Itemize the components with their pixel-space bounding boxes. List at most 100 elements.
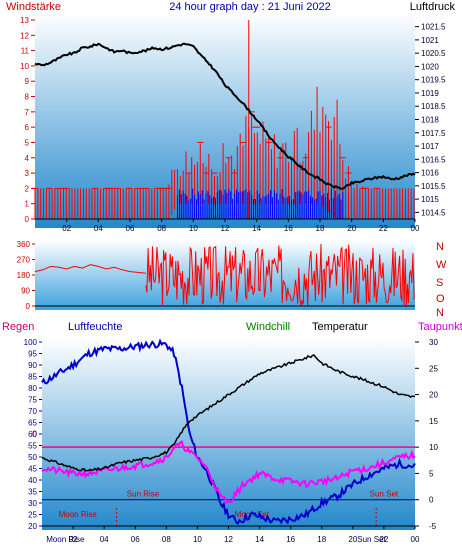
rain-zero-label: 0 [32, 429, 37, 439]
compass-label: S [436, 277, 443, 289]
wind-tick-label: 7 [25, 108, 30, 117]
humidity-tick-label: 75 [28, 396, 37, 405]
moon-rise-label: Moon Rise [59, 510, 98, 519]
humidity-tick-label: 100 [24, 338, 38, 347]
humidity-tick-label: 30 [28, 499, 37, 508]
climate-x-tick-label: 18 [317, 535, 326, 544]
wind-tick-label: 1 [25, 200, 30, 209]
temperature-tick-label: 30 [429, 338, 438, 347]
x-tick-label: 22 [379, 224, 388, 233]
temperature-tick-label: 10 [429, 443, 438, 452]
climate-x-tick-label: 12 [224, 535, 233, 544]
legend-dewpoint: Taupunkt [418, 321, 462, 333]
pressure-tick-label: 1019 [421, 89, 439, 98]
direction-tick-label: 360 [17, 240, 31, 249]
humidity-tick-label: 90 [28, 361, 37, 370]
climate-chart: 1009590858075706560555045403530252030252… [24, 338, 439, 544]
compass-label: N [436, 241, 444, 253]
legend-humidity: Luftfeuchte [68, 321, 122, 333]
header-center-title: 24 hour graph day : 21 Juni 2022 [169, 1, 330, 13]
compass-label: N [436, 307, 444, 319]
direction-tick-label: 0 [26, 302, 31, 311]
climate-x-tick-label: 10 [193, 535, 202, 544]
header-left-title: Windstärke [6, 1, 61, 13]
sun-set-label: Sun Set [370, 490, 399, 499]
climate-x-tick-label: 08 [162, 535, 171, 544]
climate-x-tick-label: 22 [379, 535, 388, 544]
humidity-tick-label: 70 [28, 407, 37, 416]
pressure-tick-label: 1014.5 [421, 208, 446, 217]
pressure-tick-label: 1019.5 [421, 76, 446, 85]
temperature-tick-label: 15 [429, 417, 438, 426]
humidity-tick-label: 20 [28, 522, 37, 531]
humidity-tick-label: 50 [28, 453, 37, 462]
x-tick-label: 06 [126, 224, 135, 233]
x-tick-label: 18 [316, 224, 325, 233]
dewpoint-line [41, 440, 416, 505]
compass-label: O [436, 293, 445, 305]
humidity-tick-label: 65 [28, 419, 37, 428]
temperature-tick-label: 5 [429, 469, 434, 478]
x-tick-label: 00 [411, 224, 420, 233]
x-tick-label: 04 [94, 224, 103, 233]
wind-tick-label: 2 [25, 184, 30, 193]
humidity-tick-label: 60 [28, 430, 37, 439]
wind-tick-label: 11 [21, 47, 30, 56]
pressure-tick-label: 1018.5 [421, 102, 446, 111]
humidity-tick-label: 85 [28, 373, 37, 382]
humidity-line [41, 338, 416, 525]
wind-direction-line [34, 264, 146, 274]
wind-pressure-chart: 1312111098765432101021.510211020.5102010… [20, 16, 446, 233]
temperature-line [41, 354, 416, 472]
climate-x-tick-label: 00 [411, 535, 420, 544]
pressure-tick-label: 1020 [421, 62, 439, 71]
wind-tick-label: 12 [20, 31, 29, 40]
pressure-tick-label: 1021.5 [421, 23, 446, 32]
legend-temperature: Temperatur [312, 321, 368, 333]
moon-set-label: Moon Set [235, 510, 270, 519]
pressure-tick-label: 1017 [421, 142, 439, 151]
wind-tick-label: 3 [25, 169, 30, 178]
x-tick-label: 14 [252, 224, 261, 233]
pressure-line [34, 42, 416, 190]
compass-label: W [436, 259, 447, 271]
x-tick-label: 08 [157, 224, 166, 233]
header-right-title: Luftdruck [410, 1, 456, 13]
humidity-tick-label: 80 [28, 384, 37, 393]
pressure-tick-label: 1016.5 [421, 155, 446, 164]
climate-x-tick-label: 14 [255, 535, 264, 544]
temperature-tick-label: 20 [429, 391, 438, 400]
x-tick-label: 02 [62, 224, 71, 233]
sun-set-bottom-label: Sun Set [357, 535, 386, 544]
legend-windchill: Windchill [246, 321, 290, 333]
climate-x-tick-label: 16 [286, 535, 295, 544]
temperature-tick-label: 25 [429, 364, 438, 373]
climate-x-tick-label: 04 [100, 535, 109, 544]
pressure-tick-label: 1021 [421, 36, 439, 45]
climate-x-tick-label: 06 [131, 535, 140, 544]
wind-direction-variable-line [145, 243, 415, 306]
moon-rise-bottom-label: Moon Rise [46, 535, 85, 544]
climate-panel [42, 338, 415, 530]
legend-rain: Regen [2, 321, 34, 333]
humidity-tick-label: 55 [28, 442, 37, 451]
climate-x-tick-label: 20 [348, 535, 357, 544]
climate-x-tick-label: 02 [69, 535, 78, 544]
temperature-tick-label: 0 [429, 496, 434, 505]
direction-tick-label: 270 [17, 256, 31, 265]
pressure-tick-label: 1018 [421, 116, 439, 125]
wind-tick-label: 8 [25, 93, 30, 102]
wind-tick-label: 0 [25, 215, 30, 224]
wind-tick-label: 5 [25, 138, 30, 147]
pressure-tick-label: 1016 [421, 169, 439, 178]
humidity-tick-label: 35 [28, 488, 37, 497]
pressure-tick-label: 1015.5 [421, 182, 446, 191]
wind-tick-label: 4 [25, 154, 30, 163]
x-tick-label: 10 [189, 224, 198, 233]
wind-tick-label: 10 [20, 62, 29, 71]
wind-tick-label: 6 [25, 123, 30, 132]
x-tick-label: 16 [284, 224, 293, 233]
wind-tick-label: 13 [20, 16, 29, 25]
